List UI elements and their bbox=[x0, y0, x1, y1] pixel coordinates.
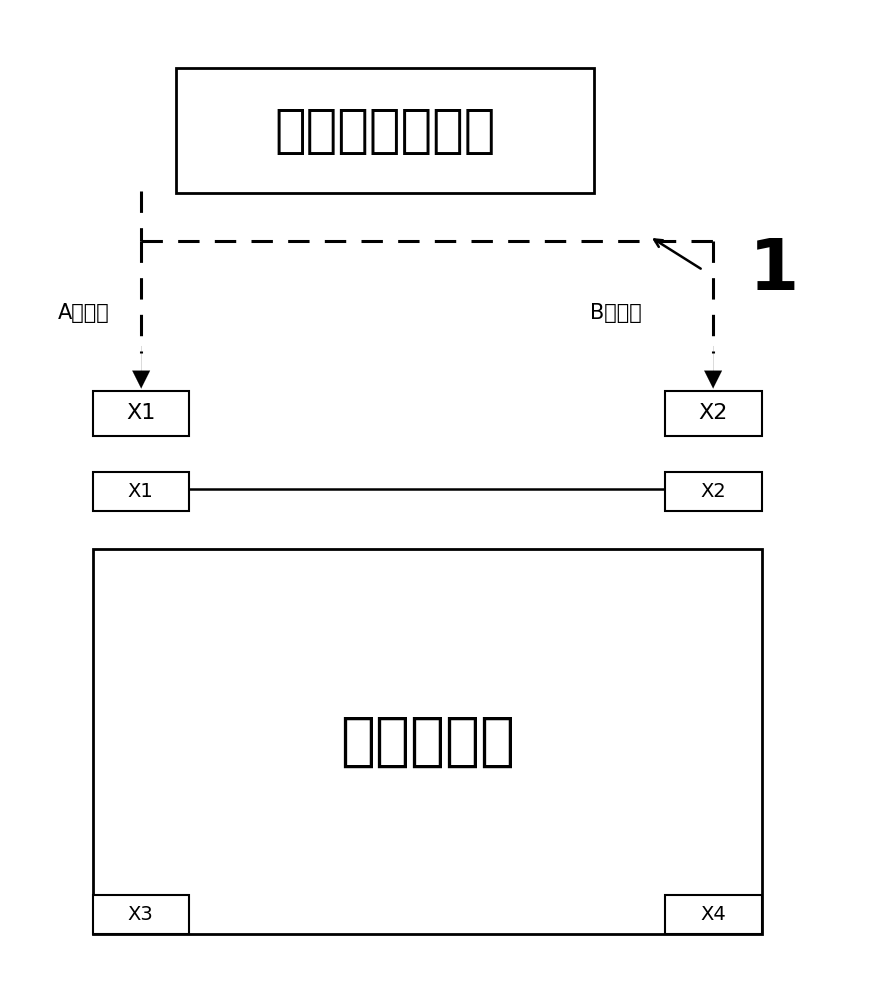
Text: X2: X2 bbox=[699, 404, 728, 424]
Text: X4: X4 bbox=[700, 905, 726, 924]
Bar bbox=[92, 472, 189, 511]
Text: X1: X1 bbox=[126, 404, 155, 424]
Bar bbox=[176, 68, 594, 193]
Text: 地面太阳模拟阵: 地面太阳模拟阵 bbox=[274, 104, 496, 156]
Text: X2: X2 bbox=[700, 482, 726, 501]
Text: 1: 1 bbox=[749, 235, 800, 305]
Text: A组供电: A组供电 bbox=[57, 304, 109, 324]
Bar bbox=[92, 392, 189, 436]
Text: X1: X1 bbox=[128, 482, 153, 501]
Bar bbox=[92, 549, 761, 934]
Text: X3: X3 bbox=[128, 905, 153, 924]
Bar bbox=[665, 896, 761, 934]
Text: B组供电: B组供电 bbox=[591, 304, 642, 324]
Bar bbox=[665, 472, 761, 511]
Bar bbox=[665, 392, 761, 436]
Bar bbox=[92, 896, 189, 934]
Text: 电源控制器: 电源控制器 bbox=[340, 713, 515, 770]
